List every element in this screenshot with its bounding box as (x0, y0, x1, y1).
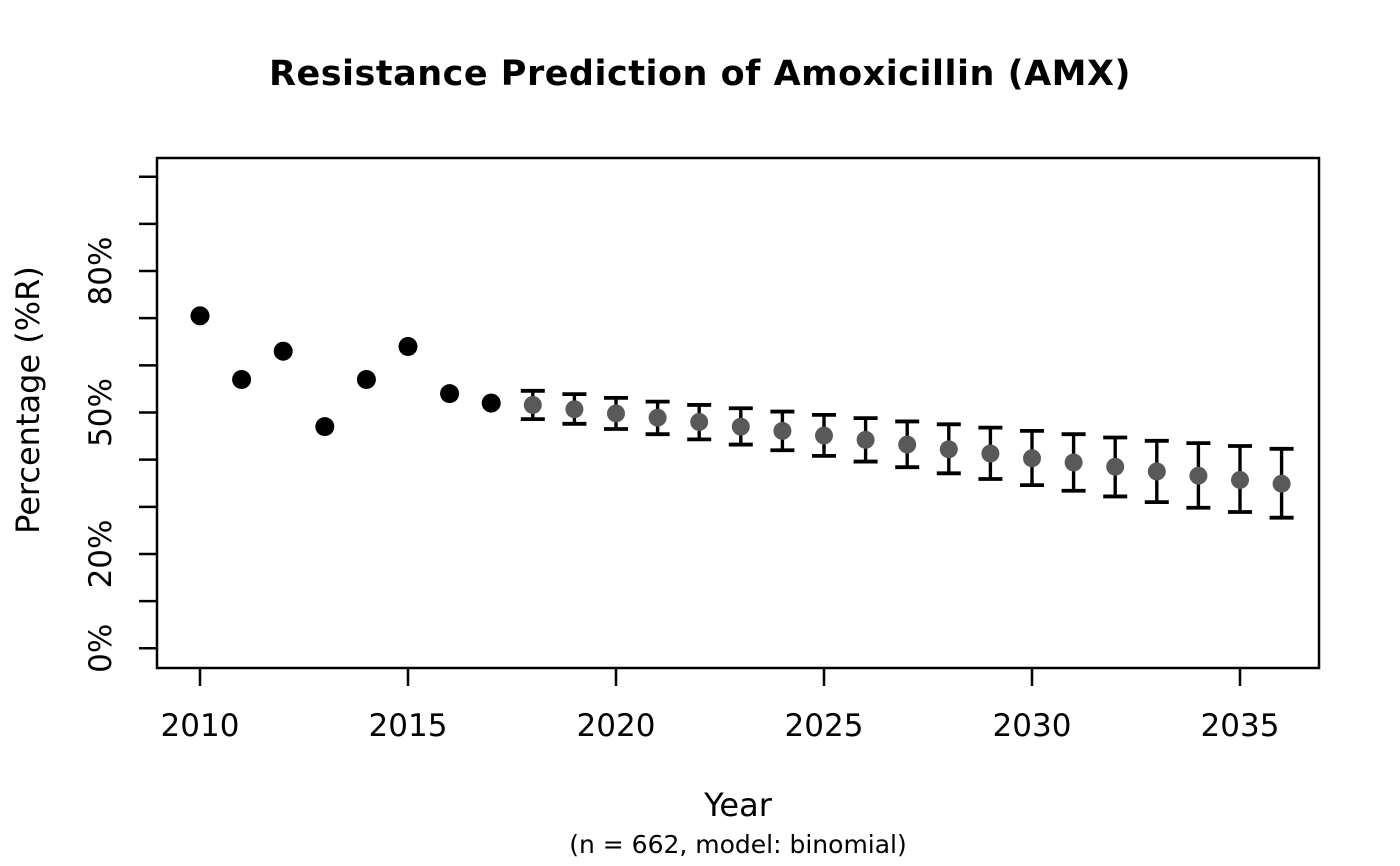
observed-point (315, 417, 335, 437)
predicted-point (607, 404, 625, 423)
x-tick-label: 2010 (161, 708, 240, 744)
y-tick-label: 50% (83, 378, 119, 447)
x-tick-label: 2025 (785, 708, 864, 744)
observed-point (232, 369, 252, 389)
x-axis-sublabel: (n = 662, model: binomial) (569, 830, 907, 859)
observed-point (273, 341, 293, 361)
y-tick-label: 20% (83, 520, 119, 589)
predicted-point (731, 417, 750, 436)
predicted-point (1023, 449, 1041, 468)
predicted-point (815, 426, 833, 445)
x-tick-label: 2020 (577, 708, 656, 744)
observed-point (190, 306, 210, 326)
x-tick-label: 2015 (369, 708, 448, 744)
predicted-point (1189, 466, 1208, 485)
predicted-point (565, 400, 584, 419)
predicted-point (856, 430, 875, 449)
x-tick-label: 2030 (993, 708, 1072, 744)
predicted-point (1272, 474, 1291, 493)
predicted-point (1064, 453, 1083, 472)
predicted-point (773, 421, 792, 440)
predicted-point (1147, 462, 1166, 481)
plot-box (155, 156, 1321, 670)
predicted-point (981, 444, 1000, 463)
observed-point (481, 393, 501, 413)
predicted-point (939, 440, 958, 459)
observed-point (356, 369, 376, 389)
x-tick-label: 2035 (1201, 708, 1280, 744)
predicted-point (898, 435, 917, 454)
chart-title: Resistance Prediction of Amoxicillin (AM… (269, 54, 1131, 94)
y-tick-label: 80% (83, 237, 119, 306)
observed-point (398, 336, 418, 356)
predicted-point (690, 412, 709, 431)
y-tick-label: 0% (83, 624, 119, 673)
predicted-point (523, 395, 542, 414)
observed-point (440, 384, 460, 404)
predicted-point (1106, 457, 1125, 476)
x-axis-label: Year (704, 786, 772, 824)
predicted-point (1231, 470, 1249, 489)
predicted-point (648, 408, 667, 427)
